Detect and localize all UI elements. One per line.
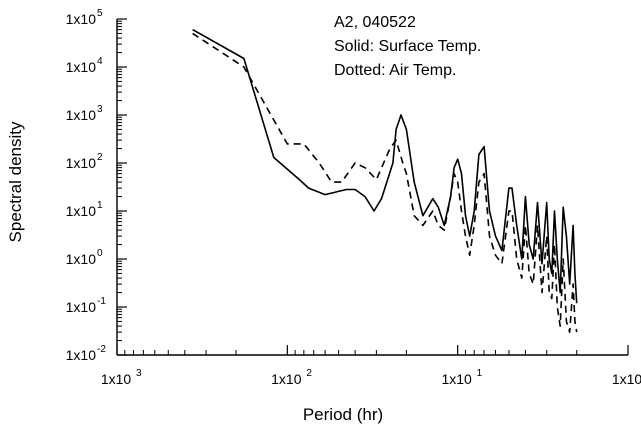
y-tick-exponent: -2 xyxy=(97,344,106,355)
x-tick-exponent: 1 xyxy=(477,368,483,379)
x-tick-exponent: 2 xyxy=(306,368,312,379)
y-tick-label: 1x10 xyxy=(66,347,97,363)
x-tick-label: 1x10 xyxy=(612,371,641,387)
series-line-dashed xyxy=(192,32,578,333)
annotation-line-2: Solid: Surface Temp. xyxy=(334,38,481,55)
y-tick-exponent: -1 xyxy=(97,296,106,307)
plot-axes xyxy=(116,19,628,356)
y-tick-label: 1x10 xyxy=(66,251,97,267)
y-tick-label: 1x10 xyxy=(66,107,97,123)
y-tick-exponent: 2 xyxy=(97,152,103,163)
y-tick-label: 1x10 xyxy=(66,203,97,219)
y-tick-label: 1x10 xyxy=(66,155,97,171)
annotation-line-3: Dotted: Air Temp. xyxy=(334,62,456,79)
series-line-solid xyxy=(192,28,578,304)
y-tick-label: 1x10 xyxy=(66,11,97,27)
y-tick-exponent: 4 xyxy=(97,56,103,67)
x-tick-label: 1x10 xyxy=(101,371,132,387)
x-tick-label: 1x10 xyxy=(441,371,472,387)
x-axis-label: Period (hr) xyxy=(303,405,383,424)
y-tick-exponent: 5 xyxy=(97,8,103,19)
y-tick-label: 1x10 xyxy=(66,59,97,75)
x-tick-exponent: 3 xyxy=(136,368,142,379)
y-tick-exponent: 1 xyxy=(97,200,103,211)
y-tick-exponent: 0 xyxy=(97,248,103,259)
y-axis-label: Spectral density xyxy=(6,121,25,242)
x-tick-label: 1x10 xyxy=(271,371,302,387)
annotation-line-1: A2, 040522 xyxy=(334,14,416,31)
y-tick-exponent: 3 xyxy=(97,104,103,115)
series-layer xyxy=(192,28,578,333)
y-tick-label: 1x10 xyxy=(66,299,97,315)
